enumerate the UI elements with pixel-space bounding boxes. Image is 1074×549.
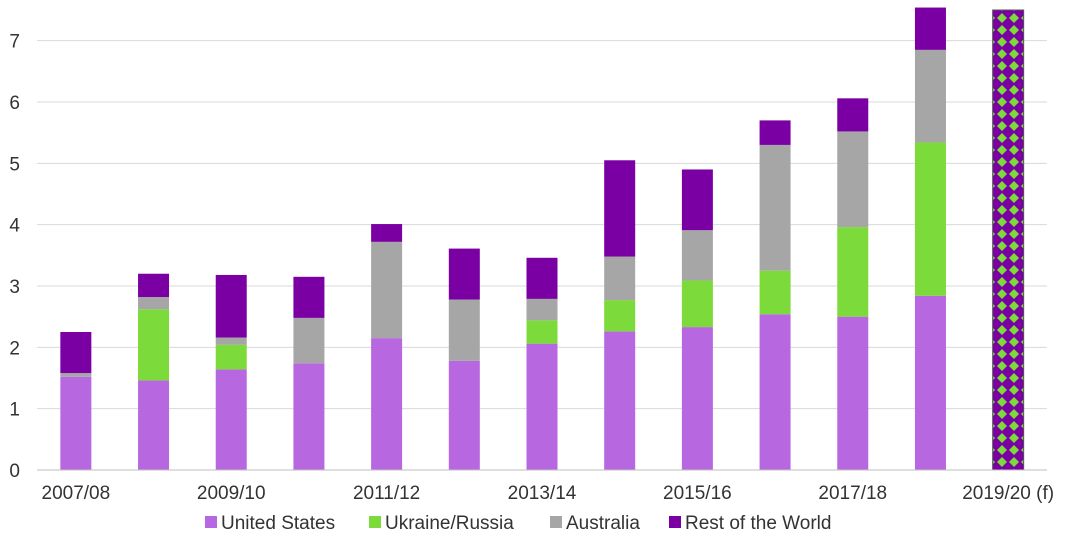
legend-swatch	[550, 516, 562, 528]
bar-segment-ukraine-russia	[759, 270, 791, 315]
bars	[60, 7, 1025, 471]
bar-segment-rest-of-the-world	[138, 273, 170, 298]
legend-label: Ukraine/Russia	[385, 513, 514, 534]
bar-segment-rest-of-the-world	[759, 120, 791, 145]
bar-segment-australia	[371, 241, 403, 339]
bar-segment-rest-of-the-world	[681, 169, 713, 231]
x-tick-label: 2013/14	[508, 483, 577, 504]
bar-segment-australia	[681, 230, 713, 281]
bar-segment-australia	[215, 337, 247, 345]
bar-segment-australia	[293, 317, 325, 364]
y-tick-label: 1	[9, 400, 20, 421]
x-tick-label: 2007/08	[42, 483, 111, 504]
y-tick-label: 3	[9, 277, 20, 298]
legend-swatch	[669, 516, 681, 528]
bar-segment-united-states	[138, 380, 170, 470]
x-tick-label: 2017/18	[818, 483, 887, 504]
bar-segment-rest-of-the-world	[604, 160, 636, 257]
bar-segment-rest-of-the-world	[60, 332, 92, 374]
bar-segment-australia	[759, 144, 791, 271]
legend-swatch	[205, 516, 217, 528]
bar-segment-rest-of-the-world	[293, 276, 325, 318]
bar-segment-united-states	[215, 369, 247, 470]
y-axis-ticks: 0 1 2 3 4 5 6 7	[9, 32, 20, 482]
bar-segment-ukraine-russia	[914, 142, 946, 296]
bar-segment-ukraine-russia	[604, 300, 636, 332]
bar-segment-united-states	[448, 360, 480, 470]
bar-segment-united-states	[371, 338, 403, 470]
x-tick-label: 2009/10	[197, 483, 266, 504]
bar-segment-united-states	[681, 327, 713, 470]
bar-segment-ukraine-russia	[526, 320, 558, 344]
bar-segment-rest-of-the-world	[371, 224, 403, 242]
bar-segment-ukraine-russia	[215, 344, 247, 370]
y-tick-label: 4	[9, 216, 20, 237]
bar-forecast	[992, 9, 1025, 471]
y-tick-label: 0	[9, 461, 20, 482]
bar-segment-australia	[914, 49, 946, 143]
bar-segment-rest-of-the-world	[215, 274, 247, 338]
legend: United States Ukraine/Russia Australia Rest…	[205, 513, 831, 534]
bar-segment-ukraine-russia	[138, 309, 170, 381]
bar-segment-australia	[138, 297, 170, 310]
bar-segment-united-states	[60, 376, 92, 470]
bar-segment-united-states	[759, 314, 791, 470]
y-tick-label: 5	[9, 154, 20, 175]
bar-segment-united-states	[604, 331, 636, 470]
bar-segment-united-states	[837, 316, 869, 470]
legend-label: Rest of the World	[685, 513, 831, 534]
bar-segment-rest-of-the-world	[837, 98, 869, 132]
bar-segment-ukraine-russia	[681, 280, 713, 328]
bar-segment-united-states	[526, 343, 558, 470]
x-axis-ticks: 2007/08 2009/10 2011/12 2013/14 2015/16 2017/…	[42, 483, 1055, 504]
bar-segment-rest-of-the-world	[526, 257, 558, 299]
bar-segment-united-states	[293, 363, 325, 470]
x-tick-label: 2011/12	[353, 483, 420, 504]
bar-segment-australia	[526, 298, 558, 321]
bar-segment-australia	[604, 256, 636, 301]
y-tick-label: 7	[9, 32, 20, 53]
legend-swatch	[369, 516, 381, 528]
x-tick-label: 2015/16	[663, 483, 732, 504]
y-tick-label: 6	[9, 93, 20, 114]
bar-segment-australia	[837, 131, 869, 228]
legend-label: Australia	[566, 513, 640, 534]
bar-segment-australia	[448, 299, 480, 361]
bar-segment-ukraine-russia	[837, 227, 869, 317]
bar-segment-australia	[60, 373, 92, 377]
bar-segment-rest-of-the-world	[914, 7, 946, 50]
legend-label: United States	[221, 513, 335, 534]
bar-segment-rest-of-the-world	[448, 248, 480, 300]
bar-segment-united-states	[914, 295, 946, 470]
y-tick-label: 2	[9, 338, 20, 359]
x-tick-label: 2019/20 (f)	[962, 483, 1054, 504]
